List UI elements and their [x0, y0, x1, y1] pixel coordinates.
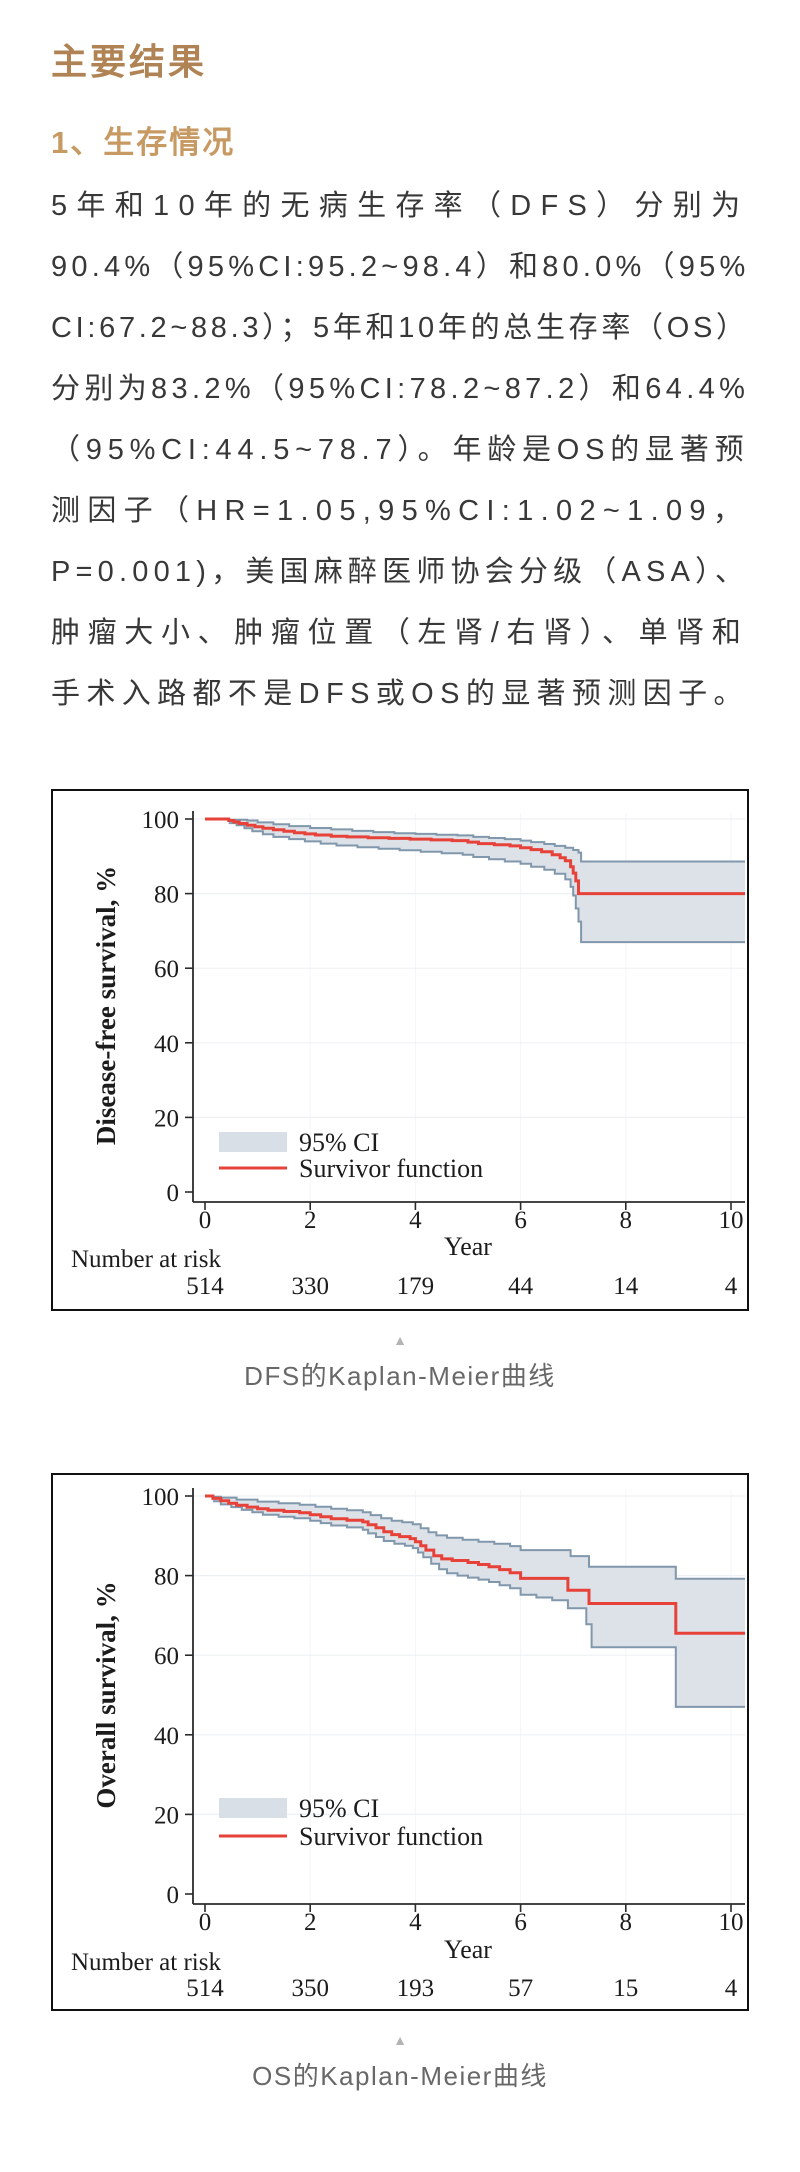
- x-axis-label: Year: [444, 1232, 492, 1261]
- svg-text:100: 100: [142, 1484, 180, 1511]
- svg-text:95% CI: 95% CI: [299, 1128, 379, 1157]
- svg-text:0: 0: [199, 1909, 212, 1936]
- paragraph-line: 90.4%（95%CI:95.2~98.4）和80.0%（95%: [51, 251, 750, 283]
- svg-text:95% CI: 95% CI: [299, 1794, 379, 1823]
- svg-text:0: 0: [199, 1207, 212, 1234]
- svg-text:80: 80: [154, 1564, 179, 1591]
- svg-text:Number at risk: Number at risk: [71, 1246, 221, 1273]
- collapse-triangle-icon: ▲: [393, 2032, 407, 2048]
- y-axis-label: Overall survival, %: [91, 1581, 121, 1808]
- paragraph-line: 5年和10年的无病生存率（DFS）分别为: [51, 190, 750, 222]
- figure-dfs: 0 20 40 60 80 100 0 2 4 6 8 10 Year Disease-free surv…: [51, 789, 749, 1393]
- survivor-curve: [205, 1494, 745, 1635]
- dfs-chart-frame: 0 20 40 60 80 100 0 2 4 6 8 10 Year Disease-free surv…: [51, 789, 749, 1311]
- article-page: 主要结果 1、生存情况 5年和10年的无病生存率（DFS）分别为 90.4%（9…: [51, 40, 749, 2093]
- svg-text:60: 60: [154, 1643, 179, 1670]
- ci-swatch: [219, 1132, 287, 1152]
- body-paragraph: 5年和10年的无病生存率（DFS）分别为 90.4%（95%CI:95.2~98…: [51, 176, 749, 725]
- svg-text:20: 20: [154, 1105, 179, 1132]
- svg-text:4: 4: [725, 1273, 738, 1300]
- svg-text:20: 20: [154, 1802, 179, 1829]
- paragraph-line: 测因子（HR=1.05,95%CI:1.02~1.09，: [51, 495, 750, 527]
- svg-text:Number at risk: Number at risk: [71, 1949, 221, 1976]
- svg-text:2: 2: [304, 1909, 317, 1936]
- svg-text:4: 4: [409, 1909, 422, 1936]
- ci-swatch: [219, 1798, 287, 1818]
- svg-text:6: 6: [514, 1207, 527, 1234]
- svg-text:179: 179: [397, 1273, 435, 1300]
- paragraph-line: （95%CI:44.5~78.7）。年龄是OS的显著预: [51, 434, 750, 466]
- svg-text:8: 8: [620, 1909, 633, 1936]
- figure-os: 0 20 40 60 80 100 0 2 4 6 8 10 Year Overall survival,…: [51, 1473, 749, 2093]
- svg-text:Survivor function: Survivor function: [299, 1154, 483, 1183]
- os-kaplan-meier-chart: 0 20 40 60 80 100 0 2 4 6 8 10 Year Overall survival,…: [71, 1484, 745, 2002]
- svg-text:60: 60: [154, 956, 179, 983]
- svg-text:40: 40: [154, 1031, 179, 1058]
- svg-text:514: 514: [186, 1273, 224, 1300]
- svg-text:4: 4: [409, 1207, 422, 1234]
- paragraph-line: CI:67.2~88.3）；5年和10年的总生存率（OS）: [51, 312, 749, 344]
- collapse-triangle-icon: ▲: [393, 1332, 407, 1348]
- svg-text:80: 80: [154, 882, 179, 909]
- svg-text:193: 193: [397, 1975, 435, 2002]
- dfs-kaplan-meier-chart: 0 20 40 60 80 100 0 2 4 6 8 10 Year Disease-free surv…: [71, 807, 745, 1300]
- svg-text:0: 0: [167, 1882, 180, 1909]
- paragraph-line: P=0.001)，美国麻醉医师协会分级（ASA）、: [51, 556, 750, 588]
- svg-text:15: 15: [613, 1975, 638, 2002]
- y-axis-label: Disease-free survival, %: [91, 866, 121, 1145]
- svg-text:330: 330: [291, 1273, 329, 1300]
- section-title: 主要结果: [51, 42, 208, 82]
- paragraph-line: 肿瘤大小、肿瘤位置（左肾/右肾）、单肾和: [51, 617, 749, 649]
- svg-text:40: 40: [154, 1723, 179, 1750]
- svg-text:8: 8: [620, 1207, 633, 1234]
- figure-caption: OS的Kaplan-Meier曲线: [252, 2061, 548, 2091]
- axes: 0 20 40 60 80 100 0 2 4 6 8 10 Year Disease-free surv…: [91, 807, 745, 1261]
- ci-band: [212, 1495, 745, 1708]
- svg-text:2: 2: [304, 1207, 317, 1234]
- svg-text:514: 514: [186, 1975, 224, 2002]
- x-axis-label: Year: [444, 1935, 492, 1964]
- paragraph-line: 分别为83.2%（95%CI:78.2~87.2）和64.4%: [51, 373, 750, 405]
- svg-text:4: 4: [725, 1975, 738, 2002]
- svg-text:10: 10: [719, 1207, 744, 1234]
- os-chart-frame: 0 20 40 60 80 100 0 2 4 6 8 10 Year Overall survival,…: [51, 1473, 749, 2011]
- svg-text:57: 57: [508, 1975, 533, 2002]
- svg-text:10: 10: [719, 1909, 744, 1936]
- svg-text:0: 0: [167, 1180, 180, 1207]
- paragraph-line: 手术入路都不是DFS或OS的显著预测因子。: [51, 678, 749, 710]
- svg-text:44: 44: [508, 1273, 533, 1300]
- svg-text:14: 14: [613, 1273, 639, 1300]
- subsection-title: 1、生存情况: [51, 125, 236, 160]
- svg-text:6: 6: [514, 1909, 527, 1936]
- figure-caption: DFS的Kaplan-Meier曲线: [244, 1361, 556, 1391]
- survivor-curve: [205, 817, 745, 896]
- svg-text:100: 100: [142, 807, 180, 834]
- ci-band: [228, 818, 745, 944]
- axes: 0 20 40 60 80 100 0 2 4 6 8 10 Year Overall survival,…: [91, 1484, 745, 1964]
- svg-text:350: 350: [291, 1975, 329, 2002]
- svg-text:Survivor function: Survivor function: [299, 1822, 483, 1851]
